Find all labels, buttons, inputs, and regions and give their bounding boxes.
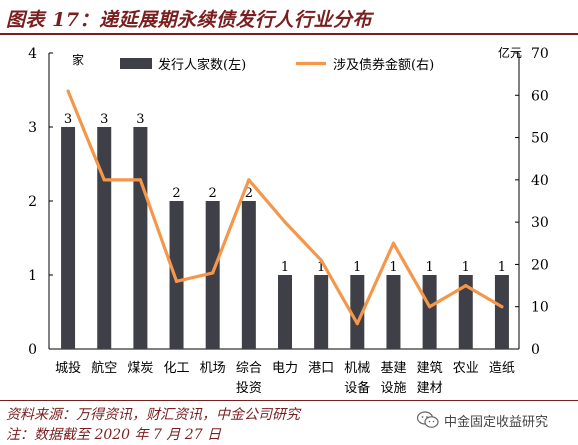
y-right-tick-label: 60 [531,88,549,104]
y-right-tick-label: 30 [531,215,549,231]
x-tick-label: 港口 [308,361,334,376]
legend-swatch-bars [120,58,152,69]
bar-data-label: 3 [64,112,72,127]
bar [169,201,184,349]
x-tick-label: 电力 [272,361,298,376]
line-point [247,178,251,182]
chart-title: 图表 17：递延展期永续债发行人行业分布 [6,9,373,31]
line-point [174,279,179,283]
bar [241,201,256,349]
watermark-text: 中金固定收益研究 [444,414,549,430]
bar-data-label: 1 [425,260,433,275]
chart-title-bar: 图表 17：递延展期永续债发行人行业分布 [0,0,578,35]
y-right-unit: 亿元 [498,45,522,60]
title-rule [0,33,578,35]
source-note: 资料来源：万得资讯，财汇资讯，中金公司研究 [6,407,300,423]
x-tick-label: 化工 [164,361,190,376]
line-point [283,220,287,224]
bar-data-label: 1 [498,260,506,275]
bar-data-label: 1 [353,260,361,275]
y-left-tick-label: 1 [28,268,37,284]
x-tick-label: 航空 [91,360,117,376]
y-left-tick-label: 0 [28,342,37,358]
bar-data-label: 2 [209,186,217,201]
x-tick-label: 投资 [236,380,262,396]
y-left-tick-label: 2 [28,194,37,210]
line-point [211,271,215,275]
legend-label-line: 涉及债券金额(右) [333,57,434,73]
bar [314,275,329,349]
bar [278,275,292,349]
y-right-tick-label: 0 [531,342,540,358]
bar-data-label: 1 [317,260,325,275]
bar [97,127,112,349]
line-point [66,89,70,93]
x-tick-label: 机场 [200,361,226,376]
wechat-icon [416,411,439,429]
bar [350,275,365,349]
bar [61,127,76,349]
legend-label-bars: 发行人家数(左) [158,57,246,73]
x-tick-label: 建材 [417,381,443,396]
bar-data-label: 2 [245,186,253,201]
bar-data-label: 2 [172,186,180,201]
x-tick-label: 建筑 [417,360,443,376]
bar-data-label: 1 [462,260,470,275]
y-left-tick-label: 3 [28,120,37,136]
y-right-tick-label: 70 [531,46,549,62]
line-point [391,241,396,245]
bar [422,275,437,349]
bar-data-label: 3 [136,112,144,127]
watermark: 中金固定收益研究 [416,410,549,430]
line-point [355,322,359,326]
line-point [500,305,504,309]
y-right-tick-label: 10 [531,300,549,316]
date-note: 注：数据截至 2020 年 7 月 27 日 [6,427,222,443]
bar [386,275,401,349]
bar [133,127,148,349]
x-tick-label: 设备 [344,380,370,396]
x-tick-label: 城投 [55,360,81,376]
x-tick-label: 设施 [380,381,406,396]
line-point [319,258,323,262]
x-tick-label: 农业 [453,361,479,376]
x-tick-label: 造纸 [489,361,515,376]
line-point [428,305,432,309]
x-tick-label: 机械 [344,361,370,376]
bar-data-label: 1 [389,260,397,275]
y-right-tick-label: 20 [531,257,549,273]
x-tick-label: 综合 [236,361,262,376]
bar-data-label: 3 [100,112,108,127]
y-left-tick-label: 4 [28,46,37,62]
y-right-tick-label: 50 [531,131,549,147]
line-point [464,283,468,288]
line-point [102,178,106,182]
line-point [138,178,142,182]
y-right-tick-label: 40 [531,173,549,189]
bar [458,275,473,349]
x-tick-label: 基建 [380,361,406,376]
bar-data-label: 1 [281,260,289,275]
y-left-unit: 家 [72,52,84,67]
bar [205,201,220,349]
bar [494,275,509,349]
footer-rule [0,400,578,401]
x-tick-label: 煤炭 [127,361,153,376]
